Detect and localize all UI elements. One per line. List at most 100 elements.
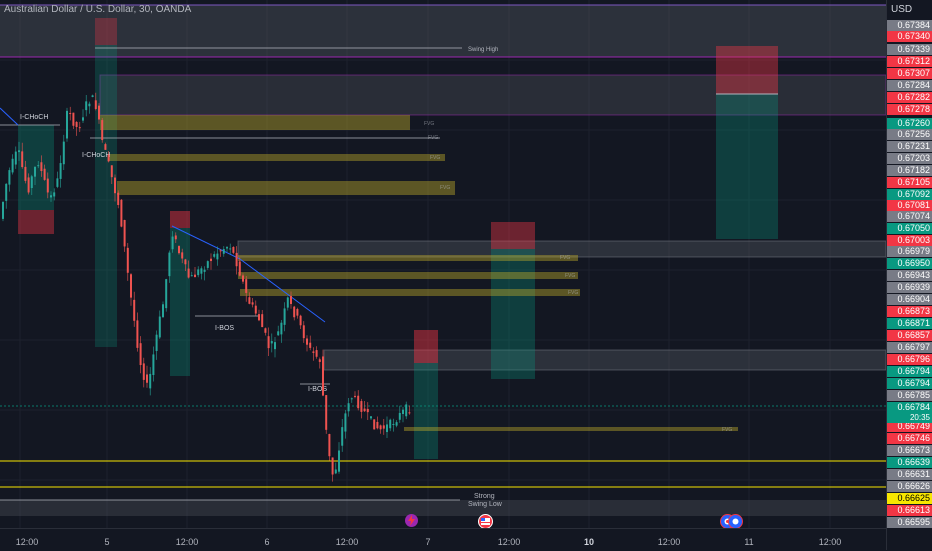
position-box-5-target[interactable]	[414, 363, 438, 459]
candle-body	[46, 178, 49, 193]
au-flag-icon[interactable]	[728, 514, 743, 529]
order-block-low[interactable]	[323, 349, 887, 371]
candle-body	[290, 296, 292, 304]
candle-body	[347, 403, 350, 412]
candle-body	[11, 158, 14, 173]
candle-body	[149, 373, 152, 389]
position-box-1-stop[interactable]	[95, 18, 117, 45]
position-box-5-stop[interactable]	[414, 330, 438, 363]
position-box-4-stop[interactable]	[491, 222, 535, 249]
fvg-label: FVG	[565, 273, 575, 279]
candle-body	[30, 176, 33, 189]
lightning-icon[interactable]	[405, 514, 418, 527]
supply-zone[interactable]	[99, 74, 887, 116]
time-label: 5	[104, 537, 110, 547]
candle-body	[408, 412, 411, 414]
ichoch-label-2: I-CHoCH	[82, 152, 110, 159]
fvg-box	[108, 154, 445, 161]
price-label: 0.66871	[887, 318, 932, 329]
position-box-4-target[interactable]	[491, 249, 535, 379]
price-label: 0.67074	[887, 211, 932, 222]
candle-body	[136, 320, 139, 348]
candlestick-series[interactable]	[2, 92, 411, 482]
price-label: 0.66794	[887, 378, 932, 389]
candle-body	[248, 297, 251, 304]
price-label: 0.66673	[887, 445, 932, 456]
candle-body	[181, 252, 184, 259]
fvg-box	[238, 255, 578, 261]
position-box-1-target[interactable]	[95, 45, 117, 347]
price-label: 0.66939	[887, 282, 932, 293]
candle-body	[306, 338, 308, 345]
candle-body	[120, 199, 123, 227]
us-flag-icon[interactable]	[478, 514, 493, 529]
chart-canvas[interactable]: FVG FVG FVG FVG FVG FVG FVG FVG Swing Hi…	[0, 0, 887, 528]
bar-countdown: 20:35	[887, 413, 932, 423]
candle-body	[142, 363, 145, 380]
candle-body	[254, 305, 257, 314]
candle-body	[37, 165, 40, 167]
candle-body	[5, 183, 8, 201]
candle-body	[78, 127, 81, 129]
price-label: 0.67256	[887, 129, 932, 140]
time-label: 12:00	[497, 537, 521, 547]
candle-body	[382, 425, 385, 429]
candle-body	[325, 395, 328, 430]
candle-body	[72, 112, 75, 126]
price-label: 0.67312	[887, 56, 932, 67]
time-label: 10	[583, 537, 595, 547]
price-label: 0.66797	[887, 342, 932, 353]
candle-body	[267, 336, 270, 349]
candle-body	[8, 170, 11, 185]
price-label: 0.66950	[887, 258, 932, 269]
price-label: 0.67260	[887, 118, 932, 129]
position-box-3-target[interactable]	[170, 228, 190, 376]
position-box-6-stop[interactable]	[716, 46, 778, 94]
candle-body	[299, 315, 302, 326]
candle-body	[210, 258, 212, 262]
candle-body	[286, 297, 289, 308]
candle-body	[117, 192, 120, 205]
price-label: 0.67340	[887, 31, 932, 42]
price-label: 0.66979	[887, 246, 932, 257]
fvg-label: FVG	[440, 185, 450, 191]
position-box-2-stop[interactable]	[18, 210, 54, 234]
candle-body	[82, 117, 84, 121]
trendline-left[interactable]	[0, 107, 19, 126]
candle-body	[338, 450, 340, 472]
time-label: 12:00	[657, 537, 681, 547]
price-label: 0.67307	[887, 68, 932, 79]
candle-body	[187, 268, 190, 278]
candle-body	[75, 121, 78, 128]
demand-zone-bottom[interactable]	[0, 500, 886, 516]
candle-body	[341, 427, 344, 446]
candle-body	[2, 202, 4, 219]
currency-label[interactable]: USD	[891, 4, 913, 15]
time-label: 11	[744, 537, 754, 547]
fvg-boxes[interactable]	[100, 115, 738, 431]
position-box-6-target[interactable]	[716, 94, 778, 239]
position-box-3-stop[interactable]	[170, 211, 190, 228]
candle-body	[251, 302, 254, 305]
time-axis[interactable]: 12:00 5 12:00 6 12:00 7 12:00 10 12:00 11 12:00	[0, 528, 886, 551]
price-label: 0.66631	[887, 469, 932, 480]
candle-body	[274, 342, 276, 350]
candle-body	[213, 254, 216, 257]
candle-body	[258, 314, 260, 321]
price-label: 0.66943	[887, 270, 932, 281]
candle-body	[242, 275, 244, 282]
price-axis[interactable]: USD 0.67384 0.67340 0.67339 0.67312 0.67307 0…	[886, 0, 932, 550]
price-label: 0.67384	[887, 20, 932, 31]
chart-pane[interactable]: FVG FVG FVG FVG FVG FVG FVG FVG Swing Hi…	[0, 0, 887, 529]
candle-body	[18, 150, 20, 153]
candle-body	[395, 422, 398, 426]
candle-body	[318, 359, 321, 362]
price-label: 0.66904	[887, 294, 932, 305]
candle-body	[226, 247, 228, 249]
symbol-title[interactable]: Australian Dollar / U.S. Dollar, 30, OAN…	[4, 4, 192, 15]
candle-body	[104, 144, 107, 150]
candle-body	[280, 322, 283, 335]
ichoch-label-1: I-CHoCH	[20, 114, 48, 121]
candle-body	[101, 120, 104, 141]
candle-body	[309, 342, 312, 348]
